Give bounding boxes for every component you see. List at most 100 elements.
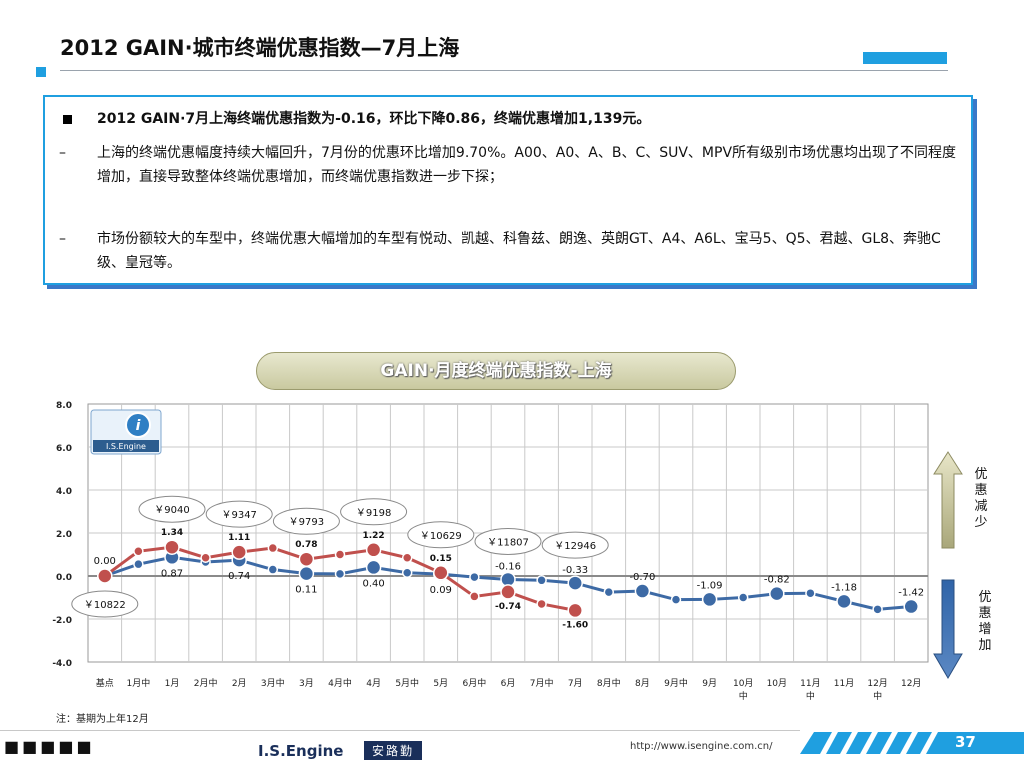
x-tick-label: 11月 — [800, 678, 820, 689]
data-label: -0.82 — [764, 575, 790, 586]
data-point — [469, 571, 480, 583]
price-callout-text: ￥9198 — [356, 508, 391, 519]
x-tick-label: 4月 — [366, 678, 381, 689]
summary-headline: 2012 GAIN·7月上海终端优惠指数为-0.16，环比下降0.86，终端优惠… — [97, 111, 651, 127]
price-callout: ￥12946 — [541, 531, 609, 559]
price-callout-text: ￥9347 — [221, 510, 256, 521]
data-point — [836, 593, 852, 610]
arrow-up-label: 惠 — [974, 483, 987, 498]
footer-url[interactable]: http://www.isengine.com.cn/ — [630, 741, 773, 752]
title-accent-square — [36, 67, 46, 77]
data-point — [298, 565, 315, 582]
data-label: -0.74 — [495, 602, 521, 612]
logo-text: I.S.Engine — [106, 442, 146, 451]
x-tick-label: 8月 — [635, 678, 650, 689]
x-tick-label-suffix: 中 — [739, 690, 748, 702]
x-tick-label: 3月 — [299, 678, 314, 689]
price-callout: ￥9040 — [138, 495, 206, 523]
dash-marker: – — [59, 231, 66, 247]
x-tick-label: 8月中 — [597, 677, 621, 689]
x-tick-label: 2月中 — [194, 677, 218, 689]
price-callout: ￥9793 — [272, 507, 340, 535]
data-point — [401, 567, 413, 579]
x-tick-label: 1月中 — [127, 677, 151, 689]
arrow-down-icon — [933, 579, 963, 679]
x-tick-label: 10月 — [767, 678, 787, 689]
data-point — [133, 558, 144, 570]
data-point — [567, 575, 583, 591]
price-callout-text: ￥9793 — [289, 517, 324, 528]
summary-box: 2012 GAIN·7月上海终端优惠指数为-0.16，环比下降0.86，终端优惠… — [43, 95, 973, 285]
x-tick-label-suffix: 中 — [806, 690, 815, 702]
data-point — [334, 568, 346, 580]
data-label: -0.70 — [629, 572, 655, 583]
data-point — [164, 539, 180, 555]
data-point — [567, 602, 583, 619]
data-label: 0.09 — [430, 585, 452, 596]
data-label: -1.18 — [831, 582, 857, 593]
y-tick-label: 6.0 — [56, 444, 72, 454]
data-point — [872, 604, 883, 615]
data-label: 0.00 — [94, 556, 116, 567]
data-point — [334, 549, 346, 560]
arrow-up-label: 少 — [974, 515, 987, 530]
data-point — [433, 565, 449, 581]
x-tick-label: 6月 — [501, 678, 516, 689]
x-tick-label: 12月 — [867, 678, 887, 689]
price-callout-text: ￥12946 — [554, 541, 596, 552]
x-tick-label: 7月 — [568, 678, 583, 689]
data-label: 1.11 — [228, 533, 250, 543]
arrow-down-label: 优 — [978, 590, 991, 605]
isengine-logo-icon: i I.S.Engine — [90, 409, 162, 455]
data-point — [737, 592, 749, 603]
data-label: 0.40 — [362, 578, 384, 589]
x-tick-label: 7月中 — [530, 677, 554, 689]
data-point — [634, 583, 651, 599]
y-tick-label: 4.0 — [56, 487, 72, 497]
price-callout-text: ￥9040 — [154, 505, 189, 516]
data-point — [769, 585, 785, 602]
data-label: -1.09 — [697, 580, 723, 591]
x-tick-label: 9月 — [702, 678, 717, 689]
price-callout: ￥9198 — [340, 498, 408, 526]
data-point — [200, 552, 211, 563]
arrow-down-label: 增 — [978, 622, 991, 637]
data-point — [603, 586, 615, 598]
footer-logo: I.S.Engine — [258, 742, 344, 760]
data-point — [670, 594, 682, 605]
price-callout: ￥10822 — [71, 590, 139, 618]
data-label: 0.78 — [295, 540, 317, 550]
x-tick-label: 10月 — [733, 678, 753, 689]
summary-point: 市场份额较大的车型中，终端优惠大幅增加的车型有悦动、凯越、科鲁兹、朗逸、英朗GT… — [97, 231, 941, 271]
y-tick-label: 0.0 — [56, 573, 72, 583]
page-number-stripes — [800, 732, 1024, 754]
x-tick-label: 6月中 — [463, 677, 487, 689]
data-label: 0.87 — [161, 568, 183, 579]
price-callout: ￥11807 — [474, 527, 542, 555]
data-label: 1.34 — [161, 528, 183, 538]
data-point — [536, 598, 547, 610]
data-label: -0.16 — [495, 561, 521, 572]
data-label: 0.11 — [295, 585, 317, 596]
x-tick-label: 2月 — [232, 678, 247, 689]
price-callout-text: ￥10629 — [420, 531, 462, 542]
footer-dots-icon: ■■■■■ — [4, 737, 95, 756]
y-tick-label: 2.0 — [56, 530, 72, 540]
bullet-square-icon — [63, 115, 72, 124]
data-label: -0.33 — [562, 565, 588, 576]
data-point — [231, 544, 247, 560]
title-accent-bar — [863, 52, 947, 64]
x-tick-label: 5月 — [433, 678, 448, 689]
data-label: -1.42 — [898, 588, 924, 599]
data-point — [401, 552, 413, 563]
data-point — [500, 584, 516, 600]
data-point — [469, 591, 480, 602]
arrow-down-label: 加 — [978, 638, 991, 653]
page-title: 2012 GAIN·城市终端优惠指数—7月上海 — [60, 36, 460, 60]
arrow-up-label: 减 — [974, 499, 987, 514]
data-label: -1.60 — [562, 620, 588, 630]
page-number: 37 — [955, 733, 976, 751]
x-tick-label: 4月中 — [328, 677, 352, 689]
data-point — [365, 559, 382, 576]
